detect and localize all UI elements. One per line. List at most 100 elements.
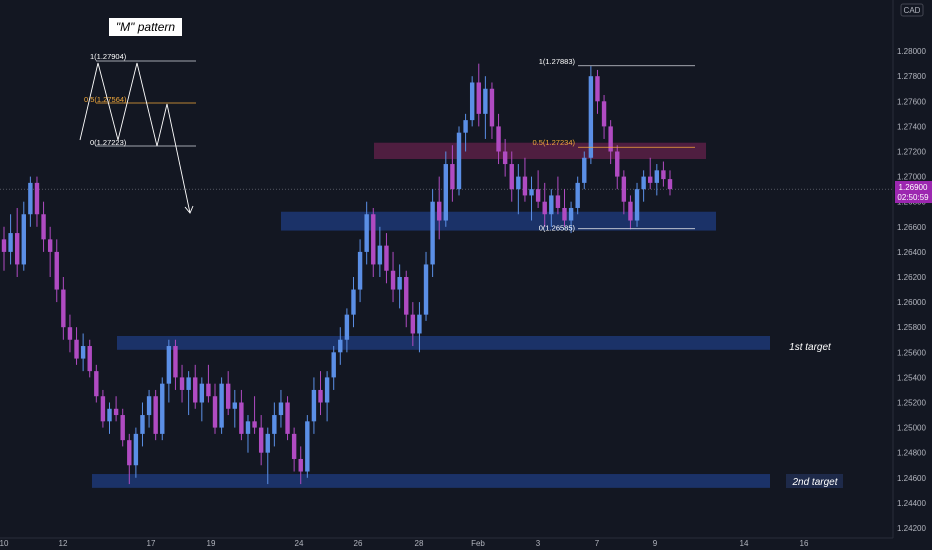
- candle: [47, 226, 53, 277]
- candle-body: [582, 157, 587, 183]
- candle-body: [206, 383, 211, 397]
- sketch-fib-label-mid: 0.5(1.27564): [84, 95, 127, 104]
- candle: [443, 151, 449, 227]
- candle: [667, 170, 673, 196]
- candle: [351, 277, 356, 328]
- candle: [522, 157, 528, 202]
- sketch-fib-label-top: 1(1.27904): [90, 52, 127, 61]
- candle-body: [74, 339, 79, 359]
- candle: [100, 389, 106, 428]
- candle-body: [615, 151, 620, 177]
- candle: [305, 415, 310, 478]
- candle: [588, 66, 594, 165]
- candle-body: [34, 182, 40, 215]
- fib-label-mid: 0.5(1.27234): [532, 138, 575, 147]
- candle-body: [225, 383, 231, 409]
- candle-body: [371, 214, 376, 265]
- candle-body: [476, 82, 481, 114]
- candles: [1, 63, 673, 485]
- price-tick-label: 1.25800: [897, 323, 926, 332]
- candle-body: [41, 214, 46, 240]
- candle-body: [390, 270, 396, 290]
- candle-body: [397, 277, 402, 290]
- candle-body: [463, 120, 468, 133]
- candle-body: [628, 201, 633, 221]
- candle-body: [173, 346, 178, 378]
- price-tick-label: 1.24200: [897, 524, 926, 533]
- candle-body: [489, 88, 495, 127]
- candle: [318, 371, 323, 416]
- candle: [582, 151, 587, 190]
- price-tick-label: 1.26000: [897, 298, 926, 307]
- candle-body: [100, 396, 106, 422]
- candle: [628, 195, 633, 230]
- candle: [160, 377, 165, 441]
- candle-body: [450, 164, 455, 190]
- candle: [450, 145, 455, 202]
- candle: [199, 377, 205, 422]
- candle: [80, 333, 86, 372]
- price-tick-label: 1.27000: [897, 173, 926, 182]
- candle-body: [608, 126, 613, 152]
- candle-body: [107, 408, 112, 422]
- time-tick-label: 26: [354, 539, 363, 548]
- candle: [245, 415, 251, 453]
- candle: [193, 364, 198, 409]
- candle: [549, 189, 554, 227]
- candle: [331, 346, 336, 390]
- zone-2nd-target: [92, 474, 770, 488]
- candle-body: [166, 346, 172, 384]
- candle: [239, 389, 244, 441]
- time-tick-label: Feb: [471, 539, 485, 548]
- candle-body: [291, 433, 297, 459]
- price-axis[interactable]: [893, 0, 932, 550]
- candle: [535, 170, 541, 208]
- candle: [615, 145, 620, 190]
- candle: [153, 389, 158, 441]
- currency-badge[interactable]: [900, 3, 924, 17]
- candle: [258, 415, 264, 466]
- candle: [324, 371, 330, 422]
- candle-body: [219, 383, 224, 428]
- candle-body: [601, 101, 607, 127]
- candle-body: [430, 201, 435, 265]
- candle: [516, 164, 521, 215]
- candle-body: [483, 88, 488, 114]
- candle-body: [232, 402, 237, 409]
- candle: [173, 339, 178, 390]
- candle-body: [258, 427, 264, 453]
- candle-body: [67, 327, 73, 340]
- price-tick-label: 1.24400: [897, 499, 926, 508]
- candle-body: [285, 402, 290, 434]
- m-pattern-sketch: [79, 62, 191, 214]
- candle: [430, 189, 435, 277]
- candle-body: [377, 245, 383, 265]
- candle-body: [265, 433, 270, 453]
- candle-body: [245, 421, 251, 434]
- time-tick-label: 28: [415, 539, 424, 548]
- candle-body: [133, 433, 139, 466]
- candle: [555, 176, 561, 215]
- candle: [219, 377, 224, 434]
- target-2-label-box: 2nd target: [786, 474, 843, 488]
- candle: [390, 251, 396, 303]
- current-price-badge: 1.26900 02:50:59: [895, 181, 932, 203]
- candle: [364, 201, 369, 265]
- candle: [87, 339, 92, 378]
- candle-body: [404, 277, 409, 315]
- price-tick-label: 1.27400: [897, 122, 926, 131]
- candle: [595, 69, 600, 114]
- candle: [54, 239, 59, 303]
- candle: [377, 226, 383, 277]
- candle-body: [87, 346, 92, 372]
- candle-body: [529, 189, 534, 196]
- candle: [67, 314, 73, 353]
- currency-label: CAD: [904, 6, 921, 15]
- candle-body: [331, 352, 336, 378]
- candle-body: [496, 126, 501, 152]
- candle: [34, 176, 40, 227]
- candle: [41, 201, 46, 252]
